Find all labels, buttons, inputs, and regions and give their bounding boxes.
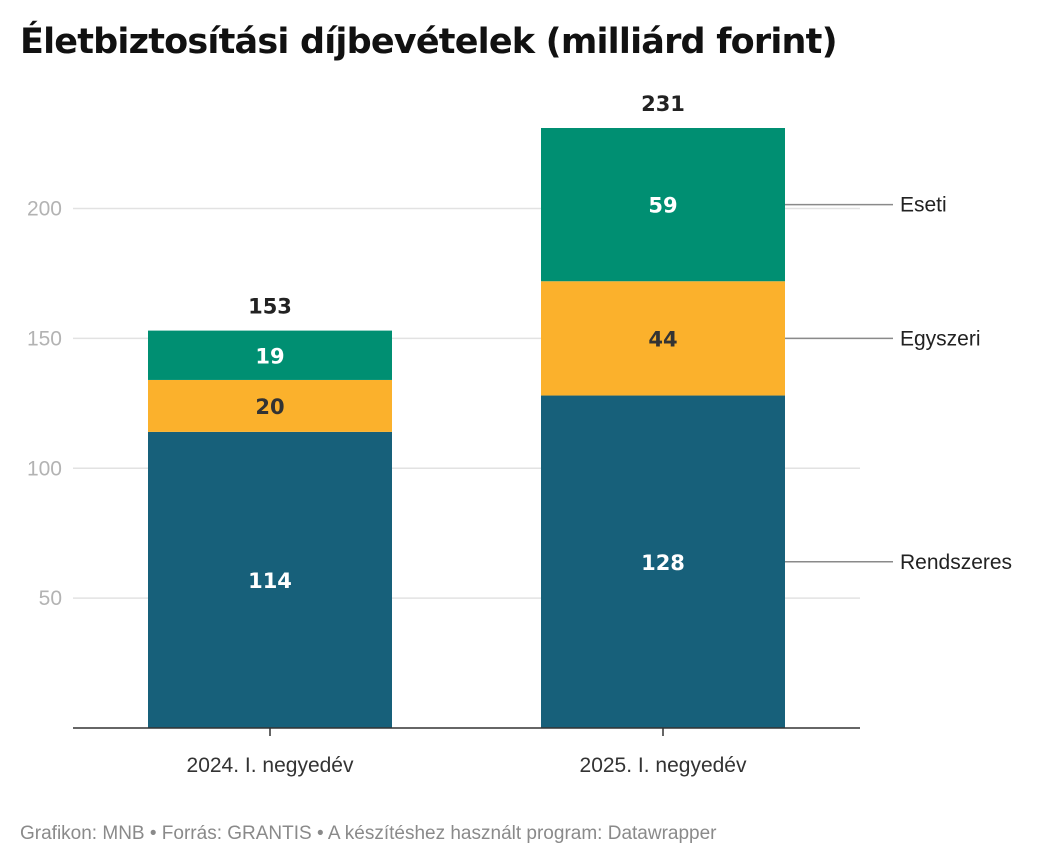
segment-label-eseti-1: 19 — [255, 344, 284, 368]
total-label-1: 153 — [248, 295, 292, 319]
total-labels: 153 231 — [248, 92, 685, 319]
segment-label-egyszeri-2: 44 — [648, 327, 677, 351]
bars — [148, 128, 785, 728]
segment-label-rendszeres-2: 128 — [641, 551, 685, 575]
y-tick-label-200: 200 — [27, 198, 62, 221]
series-labels: Rendszeres Egyszeri Eseti — [785, 194, 1012, 574]
chart-footer: Grafikon: MNB • Forrás: GRANTIS • A kész… — [20, 823, 717, 844]
bar-segment-rendszeres-1 — [148, 431, 392, 728]
segment-label-eseti-2: 59 — [648, 194, 677, 218]
segment-label-rendszeres-1: 114 — [248, 569, 292, 593]
bar-segment-eseti-2 — [541, 128, 785, 282]
series-label-rendszeres: Rendszeres — [900, 551, 1012, 574]
segment-label-egyszeri-1: 20 — [255, 395, 284, 419]
y-tick-label-50: 50 — [39, 587, 62, 610]
x-tick-label-2: 2025. I. negyedév — [580, 754, 747, 777]
bar-segment-egyszeri-1 — [148, 379, 392, 432]
segment-labels: 114 20 19 128 44 59 — [248, 194, 685, 593]
chart-title: Életbiztosítási díjbevételek (milliárd f… — [20, 22, 838, 62]
bar-segment-eseti-1 — [148, 330, 392, 380]
y-tick-label-150: 150 — [27, 327, 62, 350]
bar-segment-rendszeres-2 — [541, 395, 785, 728]
bar-segment-egyszeri-2 — [541, 281, 785, 396]
y-tick-label-100: 100 — [27, 457, 62, 480]
series-label-egyszeri: Egyszeri — [900, 327, 981, 350]
x-tick-label-1: 2024. I. negyedév — [187, 754, 354, 777]
series-label-eseti: Eseti — [900, 194, 947, 217]
stacked-bar-chart: 50 100 150 200 114 20 19 128 44 59 153 231 2024. … — [27, 92, 1012, 777]
x-axis: 2024. I. negyedév 2025. I. negyedév — [73, 727, 860, 777]
y-axis-tick-labels: 50 100 150 200 — [27, 198, 62, 611]
total-label-2: 231 — [641, 92, 685, 116]
